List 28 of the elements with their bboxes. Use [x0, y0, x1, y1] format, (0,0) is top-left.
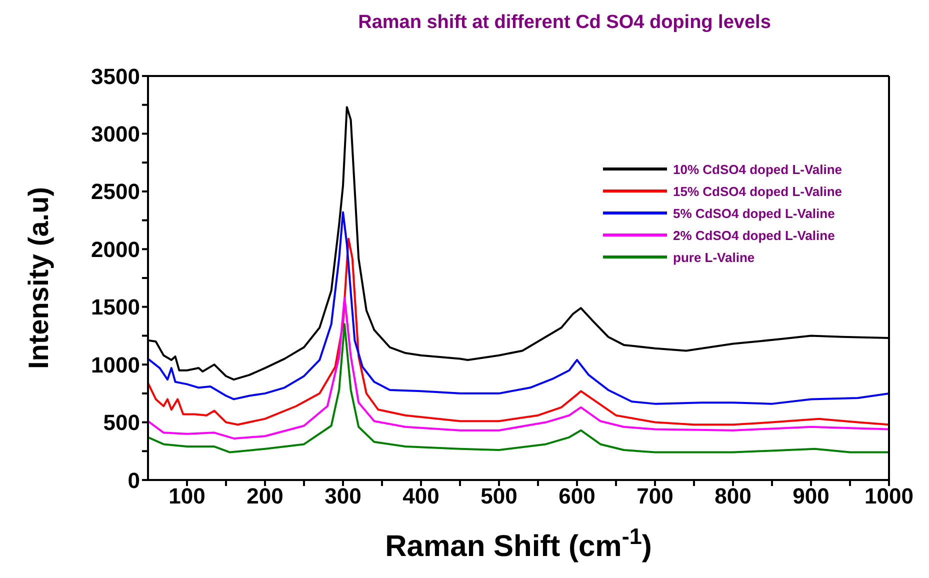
- x-tick-label: 800: [714, 484, 752, 509]
- x-tick-label: 500: [480, 484, 518, 509]
- legend-label: 5% CdSO4 doped L-Valine: [673, 206, 835, 220]
- x-tick-label: 300: [324, 484, 362, 509]
- y-tick-label: 2000: [91, 236, 140, 262]
- line-series: [148, 296, 889, 440]
- y-tick-label: 3000: [91, 122, 140, 147]
- x-tick-label: 200: [246, 484, 284, 509]
- y-axis-title: Intensity (a.u): [22, 186, 54, 370]
- y-tick-label: 3500: [91, 64, 140, 89]
- x-tick-label: 1000: [864, 484, 914, 509]
- x-tick-label: 400: [402, 484, 440, 509]
- legend-label: 15% CdSO4 doped L-Valine: [673, 184, 842, 198]
- x-tick-label: 100: [168, 484, 206, 509]
- y-tick-label: 0: [128, 468, 140, 493]
- x-tick-label: 900: [792, 484, 830, 509]
- y-tick-label: 2500: [91, 179, 140, 204]
- x-tick-label: 600: [558, 484, 596, 509]
- legend-label: 2% CdSO4 doped L-Valine: [673, 228, 835, 242]
- chart-title: Raman shift at different Cd SO4 doping levels: [357, 12, 772, 34]
- legend-label: 10% CdSO4 doped L-Valine: [673, 162, 842, 176]
- line-series: [148, 323, 889, 454]
- y-tick-label: 1500: [91, 294, 140, 320]
- x-axis-title: Raman Shift (cm$^{-1}$): [385, 524, 652, 563]
- y-tick-label: 1000: [91, 352, 140, 378]
- x-tick-label: 700: [636, 484, 674, 509]
- y-tick-label: 500: [103, 410, 140, 436]
- legend-label: pure L-Valine: [673, 250, 755, 264]
